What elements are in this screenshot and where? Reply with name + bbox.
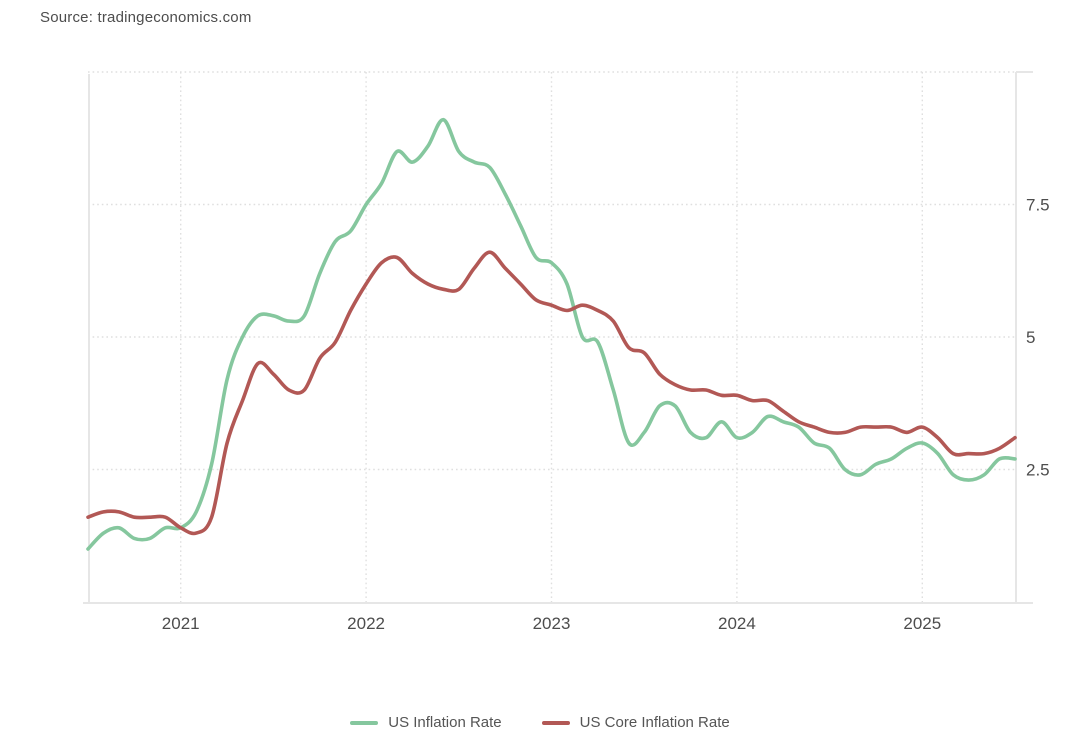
legend-swatch-inflation	[350, 720, 379, 725]
y-tick-label: 2.5	[1026, 461, 1050, 480]
series-line-us-inflation-rate[interactable]	[86, 117, 1017, 551]
inflation-chart: 2.5 5 7.5 2021 2022 2023 2024 2025	[83, 71, 1050, 633]
legend: US Inflation Rate US Core Inflation Rate	[0, 714, 1080, 731]
y-tick-label: 5	[1026, 328, 1035, 347]
x-tick-label: 2025	[903, 614, 941, 633]
x-tick-label: 2021	[162, 614, 200, 633]
legend-item-us-core-inflation-rate[interactable]: US Core Inflation Rate	[541, 714, 730, 731]
legend-label-inflation: US Inflation Rate	[388, 714, 502, 731]
plot-area[interactable]	[88, 72, 1015, 602]
y-tick-label: 7.5	[1026, 196, 1050, 215]
x-tick-label: 2023	[533, 614, 571, 633]
legend-swatch-core-inflation	[541, 720, 570, 725]
series-line-us-core-inflation-rate[interactable]	[86, 250, 1017, 536]
x-tick-label: 2022	[347, 614, 385, 633]
legend-label-core-inflation: US Core Inflation Rate	[579, 714, 730, 731]
source-label: Source: tradingeconomics.com	[40, 9, 252, 26]
x-tick-label: 2024	[718, 614, 756, 633]
legend-item-us-inflation-rate[interactable]: US Inflation Rate	[350, 714, 502, 731]
